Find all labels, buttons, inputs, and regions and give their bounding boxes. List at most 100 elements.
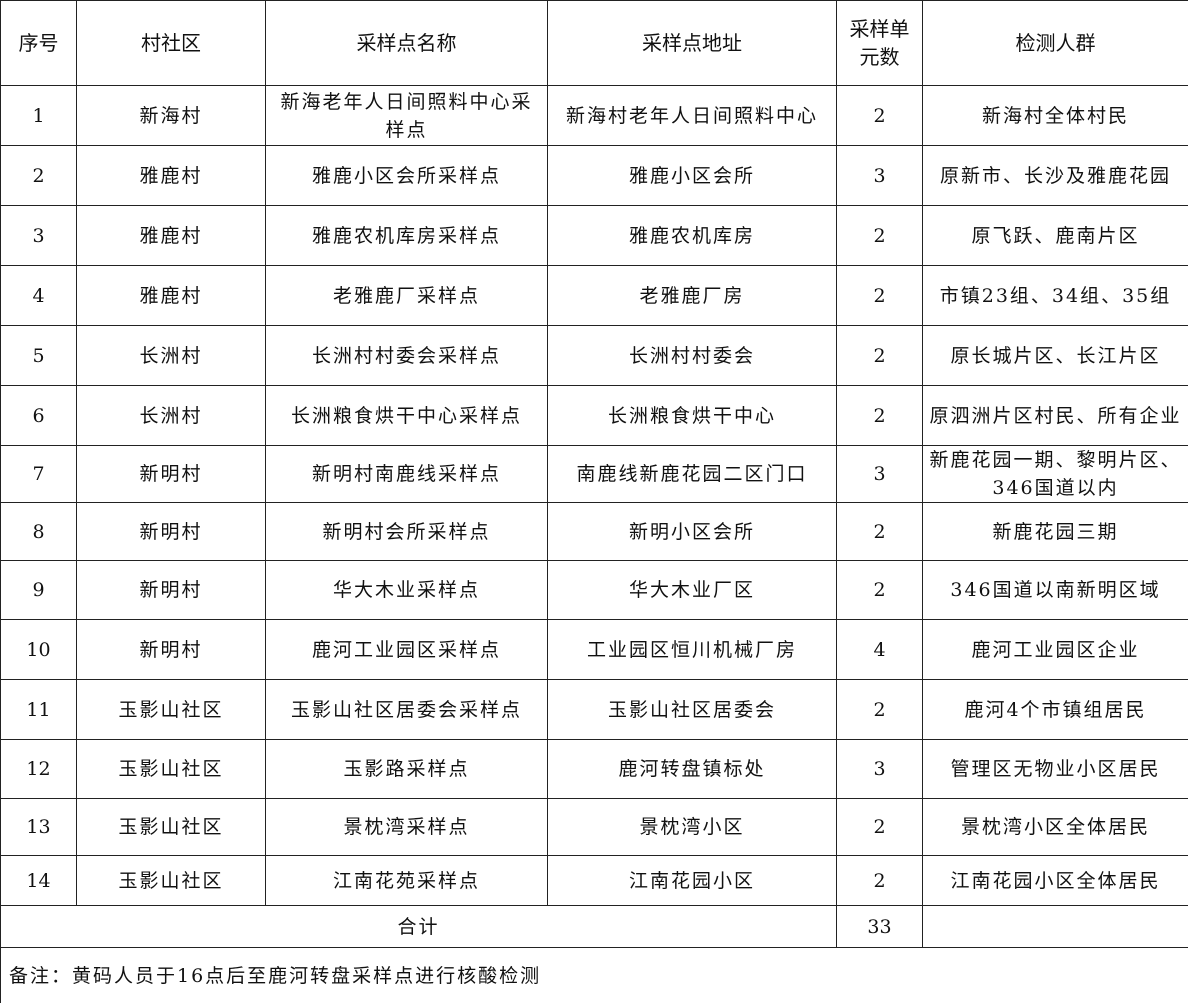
cell-population: 新鹿花园一期、黎明片区、346国道以内 [922,445,1188,503]
note-row: 备注：黄码人员于16点后至鹿河转盘采样点进行核酸检测 [0,947,1188,1003]
cell-site-address: 南鹿线新鹿花园二区门口 [547,445,837,503]
header-index: 序号 [0,0,77,86]
table-row: 7 新明村 新明村南鹿线采样点 南鹿线新鹿花园二区门口 3 新鹿花园一期、黎明片区、346… [0,445,1188,503]
cell-index: 3 [0,205,77,266]
cell-index: 14 [0,855,77,906]
table-row: 2 雅鹿村 雅鹿小区会所采样点 雅鹿小区会所 3 原新市、长沙及雅鹿花园 [0,145,1188,206]
cell-units: 3 [836,739,923,799]
note: 备注：黄码人员于16点后至鹿河转盘采样点进行核酸检测 [0,947,1188,1003]
cell-site-address: 老雅鹿厂房 [547,265,837,326]
cell-site-address: 景枕湾小区 [547,798,837,856]
cell-village: 玉影山社区 [76,679,266,740]
cell-index: 13 [0,798,77,856]
table-row: 12 玉影山社区 玉影路采样点 鹿河转盘镇标处 3 管理区无物业小区居民 [0,739,1188,799]
cell-site-name: 景枕湾采样点 [265,798,548,856]
cell-site-name: 新明村会所采样点 [265,502,548,561]
cell-site-address: 长洲粮食烘干中心 [547,385,837,446]
header-row: 序号 村社区 采样点名称 采样点地址 采样单元数 检测人群 [0,0,1188,86]
table-row: 13 玉影山社区 景枕湾采样点 景枕湾小区 2 景枕湾小区全体居民 [0,798,1188,856]
cell-site-name: 鹿河工业园区采样点 [265,619,548,680]
cell-population: 管理区无物业小区居民 [922,739,1188,799]
total-label: 合计 [0,905,837,948]
cell-index: 10 [0,619,77,680]
table-row: 5 长洲村 长洲村村委会采样点 长洲村村委会 2 原长城片区、长江片区 [0,325,1188,386]
cell-units: 4 [836,619,923,680]
cell-population: 原飞跃、鹿南片区 [922,205,1188,266]
cell-site-name: 新海老年人日间照料中心采样点 [265,85,548,146]
cell-population: 新海村全体村民 [922,85,1188,146]
header-units: 采样单元数 [836,0,923,86]
cell-site-address: 新明小区会所 [547,502,837,561]
cell-site-address: 新海村老年人日间照料中心 [547,85,837,146]
table-row: 4 雅鹿村 老雅鹿厂采样点 老雅鹿厂房 2 市镇23组、34组、35组 [0,265,1188,326]
table-row: 6 长洲村 长洲粮食烘干中心采样点 长洲粮食烘干中心 2 原泗洲片区村民、所有企业 [0,385,1188,446]
cell-population: 原长城片区、长江片区 [922,325,1188,386]
cell-population: 346国道以南新明区域 [922,560,1188,620]
cell-units: 2 [836,798,923,856]
cell-village: 雅鹿村 [76,145,266,206]
header-site-name: 采样点名称 [265,0,548,86]
header-population: 检测人群 [922,0,1188,86]
cell-village: 长洲村 [76,325,266,386]
table-row: 10 新明村 鹿河工业园区采样点 工业园区恒川机械厂房 4 鹿河工业园区企业 [0,619,1188,680]
cell-population: 鹿河工业园区企业 [922,619,1188,680]
cell-village: 长洲村 [76,385,266,446]
cell-site-name: 玉影路采样点 [265,739,548,799]
table-row: 14 玉影山社区 江南花苑采样点 江南花园小区 2 江南花园小区全体居民 [0,855,1188,906]
table-row: 1 新海村 新海老年人日间照料中心采样点 新海村老年人日间照料中心 2 新海村全体村民 [0,85,1188,146]
cell-index: 8 [0,502,77,561]
cell-population: 鹿河4个市镇组居民 [922,679,1188,740]
cell-village: 玉影山社区 [76,855,266,906]
cell-units: 2 [836,85,923,146]
cell-site-address: 华大木业厂区 [547,560,837,620]
cell-village: 新明村 [76,502,266,561]
cell-index: 1 [0,85,77,146]
cell-units: 2 [836,502,923,561]
cell-site-name: 老雅鹿厂采样点 [265,265,548,326]
cell-village: 玉影山社区 [76,798,266,856]
cell-site-address: 雅鹿农机库房 [547,205,837,266]
cell-index: 12 [0,739,77,799]
cell-village: 雅鹿村 [76,265,266,326]
table-row: 3 雅鹿村 雅鹿农机库房采样点 雅鹿农机库房 2 原飞跃、鹿南片区 [0,205,1188,266]
cell-population: 原新市、长沙及雅鹿花园 [922,145,1188,206]
total-value: 33 [836,905,923,948]
cell-site-address: 工业园区恒川机械厂房 [547,619,837,680]
cell-population: 新鹿花园三期 [922,502,1188,561]
cell-population: 景枕湾小区全体居民 [922,798,1188,856]
cell-index: 6 [0,385,77,446]
cell-index: 7 [0,445,77,503]
cell-site-name: 长洲粮食烘干中心采样点 [265,385,548,446]
cell-units: 3 [836,145,923,206]
cell-site-name: 玉影山社区居委会采样点 [265,679,548,740]
cell-units: 2 [836,205,923,266]
cell-units: 2 [836,855,923,906]
cell-site-address: 鹿河转盘镇标处 [547,739,837,799]
cell-site-name: 华大木业采样点 [265,560,548,620]
cell-village: 新明村 [76,619,266,680]
table-row: 8 新明村 新明村会所采样点 新明小区会所 2 新鹿花园三期 [0,502,1188,561]
cell-population: 市镇23组、34组、35组 [922,265,1188,326]
cell-units: 2 [836,679,923,740]
cell-index: 5 [0,325,77,386]
cell-site-name: 新明村南鹿线采样点 [265,445,548,503]
cell-population: 原泗洲片区村民、所有企业 [922,385,1188,446]
cell-units: 2 [836,560,923,620]
cell-units: 2 [836,265,923,326]
cell-units: 2 [836,385,923,446]
table-row: 9 新明村 华大木业采样点 华大木业厂区 2 346国道以南新明区域 [0,560,1188,620]
cell-site-address: 雅鹿小区会所 [547,145,837,206]
table-row: 11 玉影山社区 玉影山社区居委会采样点 玉影山社区居委会 2 鹿河4个市镇组居民 [0,679,1188,740]
header-site-address: 采样点地址 [547,0,837,86]
cell-units: 2 [836,325,923,386]
cell-site-address: 玉影山社区居委会 [547,679,837,740]
cell-site-name: 雅鹿农机库房采样点 [265,205,548,266]
cell-village: 新明村 [76,560,266,620]
cell-village: 新海村 [76,85,266,146]
cell-index: 2 [0,145,77,206]
cell-site-address: 长洲村村委会 [547,325,837,386]
cell-site-name: 长洲村村委会采样点 [265,325,548,386]
cell-site-name: 雅鹿小区会所采样点 [265,145,548,206]
cell-village: 新明村 [76,445,266,503]
